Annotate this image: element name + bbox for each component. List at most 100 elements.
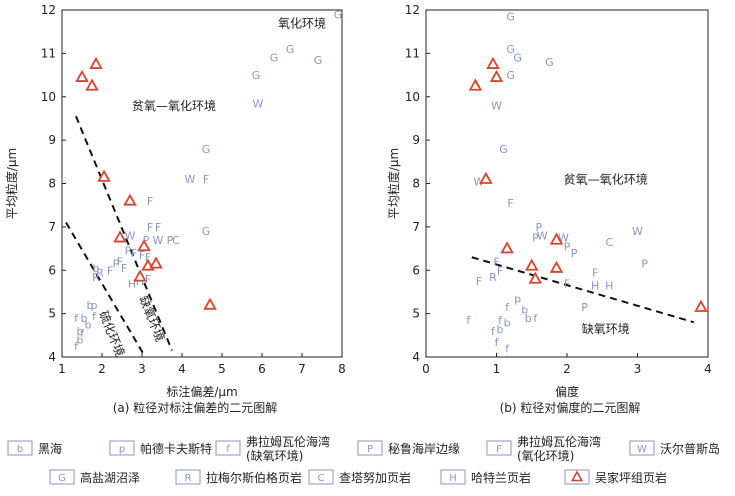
chart-b-y-tick-label: 4 bbox=[412, 350, 420, 364]
chart-b-data-point-wujiaping bbox=[549, 260, 564, 273]
chart-a-data-point-wujiaping bbox=[123, 193, 137, 206]
chart-a-y-axis-title: 平均粒度/μm bbox=[4, 148, 19, 219]
legend-item: f 弗拉姆瓦伦海湾(缺氧环境) bbox=[215, 434, 330, 463]
legend-label: 拉梅尔斯伯格页岩 bbox=[206, 470, 302, 485]
chart-b-data-point-G: G bbox=[513, 52, 522, 65]
legend-item: 吴家坪组页岩 bbox=[564, 469, 667, 485]
chart-b-y-tick-label: 8 bbox=[412, 177, 420, 191]
chart-b-data-point-wujiaping bbox=[489, 69, 504, 82]
chart-a-data-point-F: F bbox=[107, 264, 113, 277]
chart-b-data-point-f: f bbox=[491, 325, 496, 338]
chart-a-data-point-b: b bbox=[77, 334, 84, 347]
legend-item: G 高盐湖沼泽 bbox=[49, 469, 140, 485]
legend-swatch bbox=[357, 440, 383, 456]
chart-a-data-point-F: F bbox=[155, 221, 161, 234]
chart-a-y-tick-label: 10 bbox=[41, 90, 56, 104]
legend-item: P 秘鲁海岸边缘 bbox=[357, 440, 460, 456]
chart-a-y-tick-label: 9 bbox=[48, 133, 56, 147]
chart-b-x-tick-label: 4 bbox=[704, 362, 712, 376]
chart-b-data-point-wujiaping bbox=[528, 271, 543, 284]
chart-a-data-point-b: b bbox=[81, 312, 88, 325]
chart-a-y-tick-label: 7 bbox=[48, 220, 56, 234]
legend-label: 哈特兰页岩 bbox=[471, 470, 531, 485]
chart-a-y-tick-label: 12 bbox=[41, 3, 56, 17]
legend-label-sub: (氧化环境) bbox=[517, 448, 574, 463]
chart-b-x-tick-label: 0 bbox=[422, 362, 430, 376]
chart-b-data-point-G: G bbox=[506, 43, 515, 56]
chart-b-data-point-C: C bbox=[605, 236, 613, 249]
chart-b-y-axis-title: 平均粒度/μm bbox=[386, 148, 401, 219]
chart-a-x-tick-label: 1 bbox=[58, 362, 66, 376]
chart-a-x-tick-label: 7 bbox=[298, 362, 306, 376]
chart-b-data-point-p: p bbox=[514, 292, 521, 305]
legend-item: b 黑海 bbox=[7, 440, 62, 456]
legend-symbol: G bbox=[58, 473, 66, 484]
chart-b-data-point-G: G bbox=[499, 143, 508, 156]
chart-a-data-point-b: b bbox=[93, 262, 100, 275]
legend-symbol bbox=[570, 470, 584, 482]
chart-b-data-point-P: P bbox=[535, 221, 542, 234]
legend-swatch bbox=[486, 440, 512, 456]
chart-b-data-point-F: F bbox=[564, 175, 570, 188]
chart-a-data-point-wujiaping bbox=[137, 239, 151, 252]
chart-b-data-point-F: F bbox=[564, 277, 570, 290]
chart-b-data-point-f: f bbox=[495, 336, 500, 349]
legend-item: C 查塔努加页岩 bbox=[308, 469, 411, 485]
chart-a-data-point-G: G bbox=[270, 52, 279, 65]
chart-a-data-point-G: G bbox=[314, 54, 323, 67]
chart-b-data-point-F: F bbox=[497, 264, 503, 277]
chart-a-data-point-F: F bbox=[147, 195, 153, 208]
chart-b-data-point-b: b bbox=[504, 316, 511, 329]
chart-a-data-point-f: f bbox=[74, 312, 79, 325]
chart-b-data-point-f: f bbox=[505, 301, 510, 314]
legend-symbol: b bbox=[17, 444, 23, 455]
chart-b-y-tick-label: 7 bbox=[412, 220, 420, 234]
chart-b-data-point-f: f bbox=[533, 312, 538, 325]
chart-b-data-point-wujiaping bbox=[500, 241, 514, 254]
chart-b-data-point-b: b bbox=[525, 312, 532, 325]
caption-a: (a) 粒径对标注偏差的二元图解 bbox=[113, 400, 278, 415]
legend-swatch bbox=[175, 469, 201, 485]
chart-b-x-tick-label: 3 bbox=[634, 362, 642, 376]
chart-a-data-point-b: b bbox=[87, 299, 94, 312]
chart-a-data-point-wujiaping bbox=[75, 69, 89, 82]
chart-b-data-point-W: W bbox=[537, 230, 548, 243]
legend-item: F 弗拉姆瓦伦海湾(氧化环境) bbox=[486, 434, 601, 463]
chart-a-data-point-F: F bbox=[145, 273, 151, 286]
chart-a-data-point-W: W bbox=[185, 173, 196, 186]
chart-a-data-point-W: W bbox=[153, 234, 164, 247]
chart-b-data-point-P: P bbox=[571, 247, 578, 260]
chart-a-data-point-G: G bbox=[202, 225, 211, 238]
legend-symbol: W bbox=[637, 444, 647, 455]
chart-b-y-tick-label: 6 bbox=[412, 263, 420, 277]
chart-b-data-point-f: f bbox=[505, 342, 510, 355]
chart-b-data-point-F: F bbox=[507, 197, 513, 210]
chart-b-y-tick-label: 10 bbox=[405, 90, 420, 104]
legend-symbol: C bbox=[318, 473, 325, 484]
chart-a-region-label: 硫化环境 bbox=[96, 309, 128, 359]
chart-b-x-axis-title: 偏度 bbox=[555, 384, 579, 399]
chart-b-data-point-P: P bbox=[581, 301, 588, 314]
chart-a-x-tick-label: 5 bbox=[218, 362, 226, 376]
chart-b-y-tick-label: 11 bbox=[405, 46, 420, 60]
legend-swatch bbox=[7, 440, 33, 456]
chart-a-boundary-line bbox=[65, 222, 145, 356]
chart-b-data-point-H: H bbox=[605, 279, 613, 292]
chart-a-y-tick-label: 6 bbox=[48, 263, 56, 277]
chart-a-data-point-F: F bbox=[139, 249, 145, 262]
chart-a-data-point-p: p bbox=[91, 299, 98, 312]
chart-b-data-point-F: F bbox=[476, 275, 482, 288]
chart-b-data-point-R: R bbox=[489, 271, 497, 284]
legend-label: 弗拉姆瓦伦海湾 bbox=[246, 434, 330, 449]
chart-a-x-tick-label: 2 bbox=[98, 362, 106, 376]
chart-a-data-point-F: F bbox=[131, 247, 137, 260]
legend-item: p 帕德卡夫斯特 bbox=[109, 440, 212, 456]
chart-b-data-point-f: f bbox=[466, 314, 471, 327]
chart-b-data-point-G: G bbox=[506, 69, 515, 82]
chart-a: 1 2 3 4 5 6 7 8456789101112标注偏差/μm平均粒度/μm氧化环境贫氧… bbox=[4, 3, 346, 399]
chart-b-x-tick-label: 1 bbox=[493, 362, 501, 376]
chart-b-data-point-F: F bbox=[493, 256, 499, 269]
